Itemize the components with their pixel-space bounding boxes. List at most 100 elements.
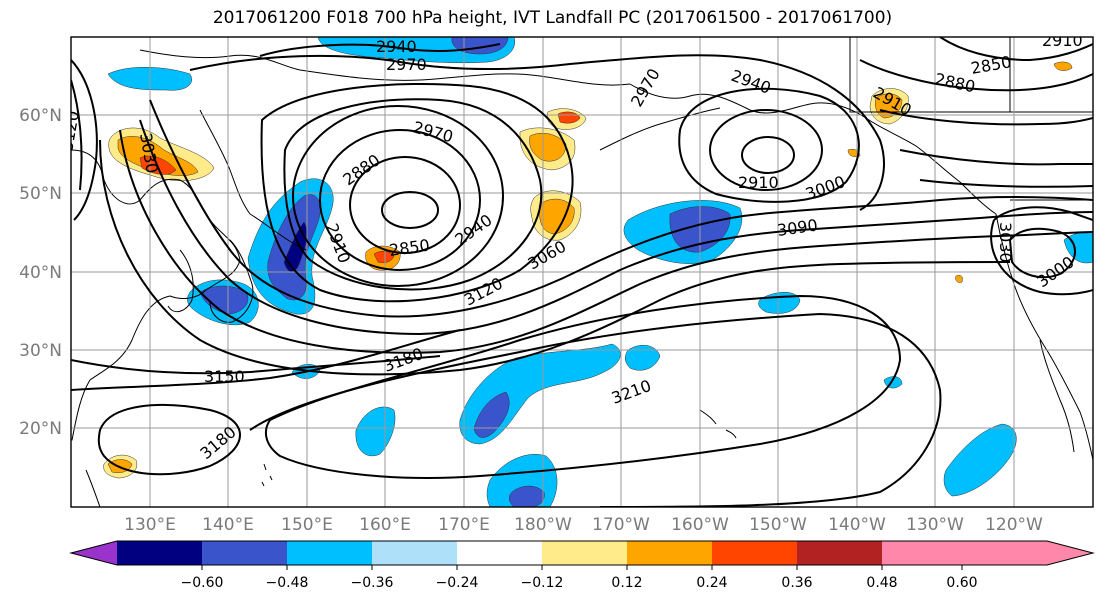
- contour-ne-low-1: [1008, 227, 1076, 279]
- coast-asia: [71, 149, 241, 441]
- lat-label: 50°N: [19, 184, 62, 204]
- pos-patch-kamchatka-core: [117, 136, 199, 176]
- colorbar-segment: [287, 541, 372, 565]
- pos-patch-low-dark: [373, 251, 395, 263]
- lon-label: 120°W: [985, 515, 1043, 535]
- lat-label: 30°N: [19, 341, 62, 361]
- contour-3030: [149, 99, 1093, 318]
- colorbar-segment: [202, 541, 287, 565]
- neg-patch-ne-of-hawaii: [625, 344, 661, 371]
- contour-3060: [139, 119, 1093, 336]
- contour-2970-top: [189, 54, 885, 211]
- contour-west-1: [71, 59, 98, 221]
- lon-label: 160°E: [359, 515, 411, 535]
- coast-japan: [209, 239, 254, 323]
- colorbar-tick-label: 0.36: [781, 575, 812, 591]
- colorbar-segment: [712, 541, 797, 565]
- contour-3180-sw: [97, 403, 241, 476]
- colorbar: −0.60 −0.48 −0.36 −0.24 −0.12 0.12 0.24 …: [69, 540, 1095, 591]
- contour-3150: [71, 355, 441, 375]
- lon-label: 130°W: [906, 515, 964, 535]
- contour-ne-top-4: [899, 149, 1093, 166]
- contour-2940: [292, 105, 504, 287]
- contour-3210-outer: [249, 312, 942, 507]
- colorbar-tick-label: 0.12: [611, 575, 642, 591]
- coast-siberia: [139, 49, 631, 86]
- colorbar-segment: [457, 541, 542, 565]
- contour-2910: [319, 129, 481, 271]
- contour-ne-top-3: [879, 109, 1093, 126]
- colorbar-tick-label: −0.24: [436, 575, 479, 591]
- contour-label: 2910: [738, 173, 779, 192]
- contour-2970-low: [283, 98, 543, 291]
- coast-baja: [1039, 339, 1075, 453]
- colorbar-tick-label: −0.12: [521, 575, 564, 591]
- map-border: [70, 36, 1094, 508]
- colorbar-segment: [797, 541, 882, 565]
- colorbar-segment: [542, 541, 627, 565]
- lon-label: 170°W: [592, 515, 650, 535]
- pos-patch-bering-1-core: [529, 133, 567, 162]
- ivt-shading: [103, 37, 1093, 507]
- coast-hawaii: [699, 409, 737, 439]
- colorbar-segment: [372, 541, 457, 565]
- lon-label: 140°W: [828, 515, 886, 535]
- coast-islands-sw: [261, 463, 273, 487]
- lon-label: 130°E: [124, 515, 176, 535]
- contour-ne-top-1: [939, 37, 1093, 62]
- colorbar-tick-label: −0.36: [351, 575, 394, 591]
- lon-label: 170°E: [438, 515, 490, 535]
- map-title: 2017061200 F018 700 hPa height, IVT Land…: [212, 8, 893, 28]
- coast-aleutians: [599, 107, 721, 151]
- contour-ne-top-5: [919, 179, 1093, 188]
- pos-patch-tiny-2: [955, 275, 963, 283]
- contour-3120: [99, 139, 1011, 376]
- contour-2850: [381, 191, 439, 229]
- coast-korea: [167, 249, 194, 313]
- contour-3210: [264, 294, 902, 479]
- contour-3000-low: [260, 82, 574, 303]
- height-contours: [71, 37, 1093, 507]
- contour-label: 3030: [996, 222, 1015, 263]
- contour-label: 3150: [204, 367, 245, 386]
- neg-patch-baja: [943, 423, 1017, 497]
- colorbar-extend-left: [71, 541, 117, 565]
- colorbar-segment: [117, 541, 202, 565]
- colorbar-tick-label: −0.48: [266, 575, 309, 591]
- longitude-labels: 130°E 140°E 150°E 160°E 170°E 180°W 170°…: [124, 515, 1043, 535]
- lat-label: 60°N: [19, 106, 62, 126]
- colorbar-extend-right: [882, 541, 1093, 565]
- contour-3090: [119, 129, 1093, 354]
- pos-patch-ne-corner: [1053, 61, 1073, 71]
- lon-label: 160°W: [671, 515, 729, 535]
- contour-2940-gulf: [678, 87, 860, 203]
- coast-alaska: [629, 83, 997, 215]
- lon-label: 180°W: [514, 515, 572, 535]
- colorbar-tick-label: −0.60: [181, 575, 224, 591]
- colorbar-outline: [69, 540, 1095, 566]
- coast-philippines: [85, 469, 101, 507]
- contour-label: 2940: [376, 37, 417, 56]
- lon-label: 140°E: [202, 515, 254, 535]
- neg-patch-subtropics-c-core: [509, 485, 545, 507]
- contour-2940-top: [259, 43, 501, 57]
- contour-label: 2970: [386, 55, 427, 74]
- lat-label: 20°N: [19, 419, 62, 439]
- contour-west-2: [71, 79, 83, 191]
- latitude-labels: 60°N 50°N 40°N 30°N 20°N: [19, 106, 62, 439]
- contour-3180: [71, 329, 461, 391]
- contour-2910-gulf: [709, 109, 823, 191]
- colorbar-tick-label: 0.48: [866, 575, 897, 591]
- colorbar-tick-label: 0.24: [696, 575, 727, 591]
- coast-alaska-box: [849, 37, 1010, 113]
- coast-kamchatka: [199, 109, 251, 215]
- neg-patch-japan-core: [199, 285, 249, 315]
- lon-label: 150°E: [281, 515, 333, 535]
- lat-label: 40°N: [19, 263, 62, 283]
- pos-patch-central-core: [539, 198, 575, 235]
- contour-label: 2910: [1042, 31, 1083, 50]
- colorbar-tick-label: 0.60: [946, 575, 977, 591]
- contour-ne-top-2: [859, 59, 1093, 92]
- contour-ne-low-2: [990, 206, 1093, 296]
